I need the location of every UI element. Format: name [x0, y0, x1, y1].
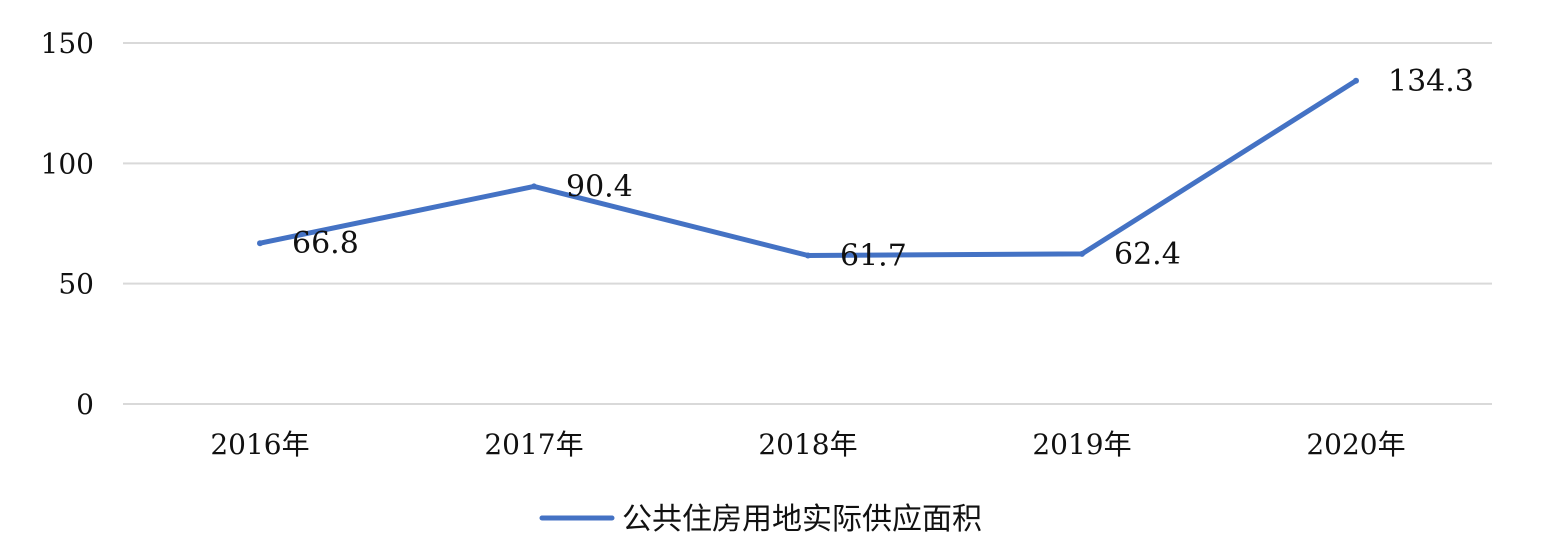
x-tick-label: 2017年	[484, 428, 583, 461]
data-labels: 66.8 90.4 61.7 62.4 134.3	[292, 64, 1474, 274]
legend[interactable]: 公共住房用地实际供应面积	[539, 502, 982, 537]
data-label: 62.4	[1114, 237, 1181, 272]
data-label: 66.8	[292, 226, 359, 261]
y-tick-label: 100	[41, 147, 94, 180]
data-point[interactable]	[805, 252, 811, 259]
data-label: 134.3	[1388, 64, 1474, 99]
data-point[interactable]	[1079, 250, 1085, 257]
data-point[interactable]	[257, 240, 263, 247]
x-tick-label: 2018年	[758, 428, 857, 461]
y-tick-label: 50	[58, 268, 94, 301]
data-point[interactable]	[531, 183, 537, 190]
x-axis-ticks: 2016年 2017年 2018年 2019年 2020年	[210, 428, 1405, 461]
x-tick-label: 2020年	[1306, 428, 1405, 461]
data-label: 90.4	[566, 169, 633, 204]
data-label: 61.7	[840, 239, 907, 274]
gridlines	[123, 42, 1492, 405]
x-tick-label: 2016年	[210, 428, 309, 461]
series-layer	[257, 77, 1359, 259]
legend-label: 公共住房用地实际供应面积	[622, 502, 982, 537]
y-axis-ticks: 0 50 100 150	[41, 27, 94, 421]
y-tick-label: 150	[41, 27, 94, 60]
x-tick-label: 2019年	[1032, 428, 1131, 461]
data-point[interactable]	[1353, 77, 1359, 84]
series-line[interactable]	[257, 78, 1359, 259]
y-tick-label: 0	[76, 388, 94, 421]
